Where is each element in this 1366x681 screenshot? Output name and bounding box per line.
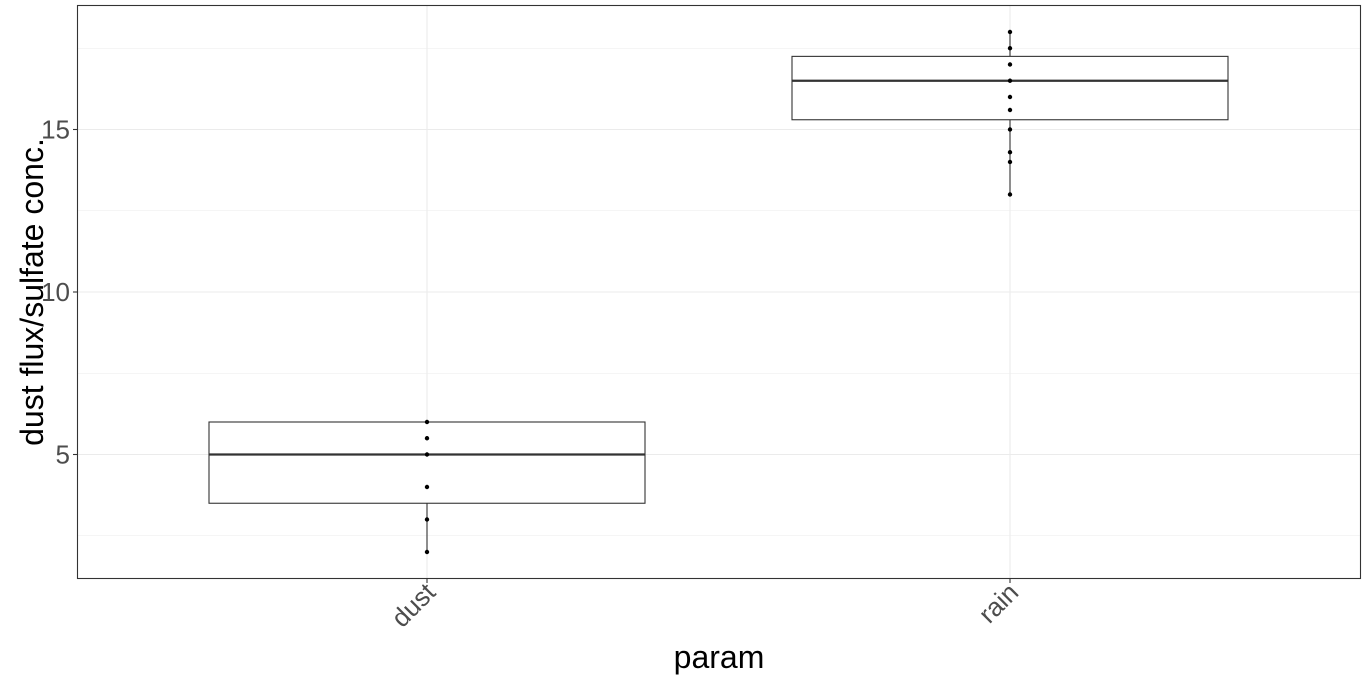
data-point bbox=[1007, 107, 1013, 113]
data-point bbox=[424, 436, 430, 441]
box-body bbox=[208, 421, 646, 504]
data-point bbox=[1007, 46, 1013, 51]
data-point bbox=[1007, 94, 1013, 100]
data-point bbox=[1007, 78, 1013, 83]
data-point bbox=[1007, 192, 1013, 197]
data-points bbox=[424, 29, 1013, 555]
x-axis-ticks: dust rain bbox=[385, 576, 1024, 633]
data-point bbox=[1007, 150, 1013, 155]
box-rain bbox=[791, 32, 1229, 195]
y-axis-ticks: 5 10 15 bbox=[41, 115, 78, 470]
data-point bbox=[424, 452, 430, 457]
x-tick-label: dust bbox=[385, 576, 442, 633]
y-tick-label: 5 bbox=[56, 440, 70, 470]
y-tick-label: 15 bbox=[41, 115, 70, 145]
data-point bbox=[424, 484, 430, 490]
data-point bbox=[1007, 62, 1013, 67]
data-point bbox=[1007, 127, 1013, 132]
data-point bbox=[424, 419, 430, 425]
data-point bbox=[1007, 159, 1013, 165]
data-point bbox=[1007, 29, 1013, 35]
data-point bbox=[424, 517, 430, 522]
y-axis-title: dust flux/sulfate conc. bbox=[14, 138, 50, 446]
y-tick-label: 10 bbox=[41, 277, 70, 307]
x-axis-title: param bbox=[674, 639, 765, 675]
x-tick-label: rain bbox=[972, 577, 1024, 629]
data-point bbox=[424, 549, 430, 555]
